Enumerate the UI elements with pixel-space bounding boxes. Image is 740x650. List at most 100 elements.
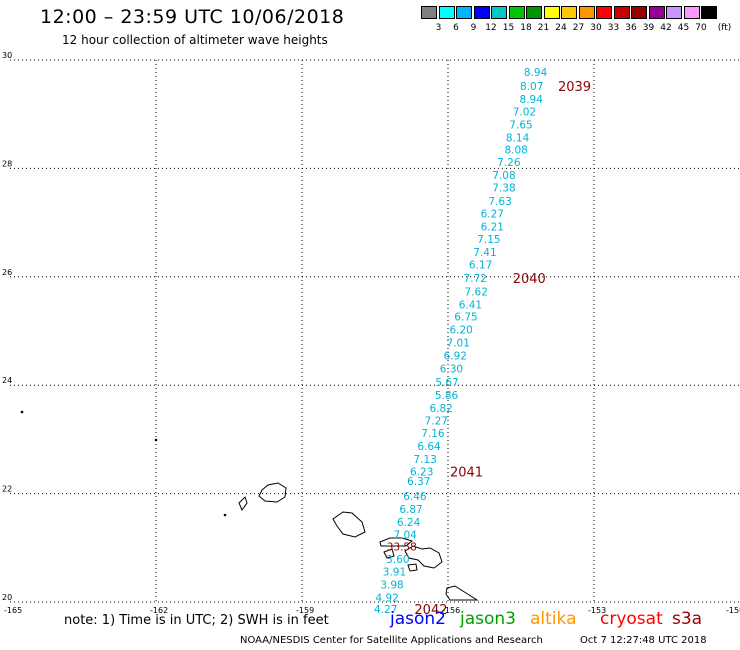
molokai-island [379, 537, 414, 547]
legend-label: 42 [660, 23, 672, 33]
lat-tick-label: 28 [2, 159, 12, 168]
time-label: 2039 [558, 80, 591, 95]
legend-label: 36 [625, 23, 637, 33]
satellite-jason3: jason3 [460, 609, 516, 629]
swh-value: 6.82 [429, 403, 452, 415]
legend-swatch [526, 6, 542, 19]
swh-value: 7.04 [393, 529, 417, 541]
legend-label: 6 [453, 23, 459, 33]
legend-label: 70 [695, 23, 707, 33]
swh-value: 6.46 [403, 491, 427, 503]
swh-value: 7.13 [413, 454, 436, 466]
lon-tick-label: -165 [4, 606, 22, 615]
swh-value: 7.65 [509, 119, 532, 131]
lanai-island [383, 548, 395, 559]
swh-value: 8.14 [506, 133, 530, 145]
swh-value: 6.64 [417, 441, 441, 453]
legend-label: 21 [537, 23, 550, 33]
page-subtitle: 12 hour collection of altimeter wave hei… [62, 33, 328, 47]
hawaii-coastline [20, 410, 479, 601]
swh-value: 7.72 [464, 273, 487, 285]
legend-label: 18 [520, 23, 532, 33]
swh-value: 7.63 [488, 196, 511, 208]
hawaii-big-island [445, 585, 479, 601]
legend-swatch [578, 6, 595, 19]
swh-value: 7.26 [497, 157, 521, 169]
lon-tick-label: -150 [726, 606, 740, 615]
track-time-labels: 2039 2040 2041 2042 [414, 80, 591, 618]
legend-label: 24 [555, 23, 567, 33]
legend-swatch [631, 6, 647, 19]
lat-tick-label: 24 [2, 376, 12, 385]
swh-value: 7.16 [421, 428, 445, 440]
legend-label: 30 [590, 23, 602, 33]
legend-swatch [421, 6, 437, 19]
swh-value: 8.94 [524, 67, 548, 79]
legend-label: 33 [607, 23, 620, 33]
swh-value: 6.23 [410, 466, 433, 478]
kahoolawe-island [407, 563, 418, 572]
map-axis-labels: -165 -162 -159 -156 -153 -150 30 28 26 24 22 20 [2, 51, 740, 615]
legend-swatch [596, 6, 612, 19]
kauai-island [258, 482, 287, 503]
swh-value: 3.60 [386, 554, 409, 566]
swh-value: 7.08 [492, 170, 515, 182]
swh-value: 7.38 [492, 182, 515, 194]
swh-value: 7.02 [513, 106, 536, 118]
small-island [20, 410, 24, 414]
legend-swatch [666, 6, 682, 19]
swh-value: 6.21 [481, 221, 504, 233]
swh-value: 8.07 [520, 81, 543, 93]
niihau-island [238, 496, 248, 512]
swh-value: 4.27 [374, 604, 397, 616]
swh-value: 6.75 [454, 311, 477, 323]
credit-text: NOAA/NESDIS Center for Satellite Applica… [240, 635, 543, 646]
satellite-s3a: s3a [672, 609, 703, 629]
swh-value: 8.08 [504, 144, 527, 156]
legend-swatch [508, 6, 525, 19]
swh-value: 5.67 [435, 377, 458, 389]
swh-value: 7.62 [465, 286, 488, 298]
legend-swatch [491, 6, 507, 19]
swh-value: 3.91 [383, 567, 406, 579]
legend-swatch [438, 6, 455, 19]
legend-swatch [613, 6, 630, 19]
altimeter-track: 8.948.078.947.027.658.148.087.267.087.38… [374, 67, 548, 616]
swh-value: 7.41 [473, 247, 496, 259]
legend-swatch [683, 6, 700, 19]
time-label: 2041 [450, 465, 483, 480]
swh-value: 8.94 [520, 94, 544, 106]
legend-label: 3 [435, 23, 442, 33]
swh-value: 7.27 [425, 415, 448, 427]
legend-label: 12 [485, 23, 497, 33]
note-text: note: 1) Time is in UTC; 2) SWH is in fe… [64, 613, 329, 628]
lat-tick-label: 20 [2, 593, 12, 602]
map-grid [10, 59, 740, 603]
oahu-island [332, 511, 366, 538]
swh-value: 33.58 [387, 542, 417, 554]
swh-value: 4.92 [375, 593, 398, 605]
swh-value: 6.17 [469, 259, 492, 271]
satellite-cryosat: cryosat [600, 609, 663, 629]
legend-label: 45 [677, 23, 690, 33]
time-label: 2042 [414, 603, 447, 618]
page-title: 12:00 – 23:59 UTC 10/06/2018 [40, 6, 345, 28]
swh-value: 6.37 [407, 476, 430, 488]
lon-tick-label: -153 [588, 606, 606, 615]
swh-value: 6.27 [481, 208, 504, 220]
legend-swatch [701, 6, 717, 19]
satellite-altika: altika [530, 609, 577, 629]
swh-value: 3.98 [380, 580, 403, 592]
time-label: 2040 [513, 272, 546, 287]
legend-swatch [543, 6, 560, 19]
swh-value: 7.15 [477, 234, 500, 246]
swh-value: 6.41 [459, 299, 482, 311]
legend-label: 9 [470, 23, 477, 33]
lat-tick-label: 26 [2, 268, 12, 277]
legend-units: (ft) [717, 23, 732, 33]
swh-value: 6.24 [397, 517, 421, 529]
legend-swatch [648, 6, 665, 19]
small-island [223, 513, 227, 517]
lon-tick-label: -159 [296, 606, 314, 615]
